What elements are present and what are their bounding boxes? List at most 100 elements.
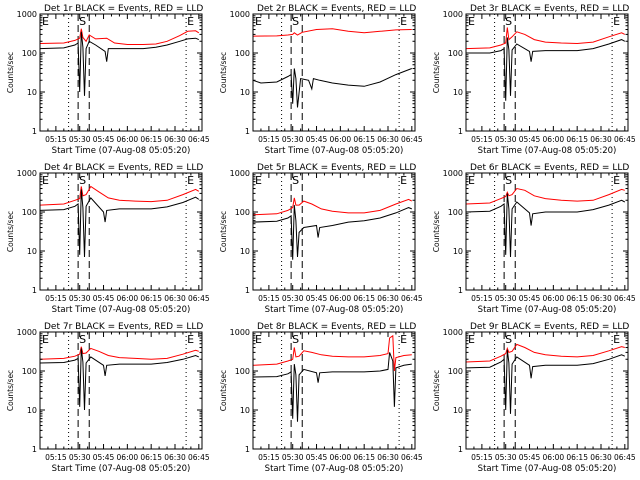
y-tick-label: 100 (22, 49, 37, 58)
marker-s: S (79, 15, 86, 28)
y-tick-label: 1 (32, 286, 37, 295)
y-axis-label: Counts/sec (6, 211, 15, 252)
x-tick-label: 05:30 (69, 135, 91, 144)
marker-e-left: E (255, 15, 262, 28)
plot-frame (39, 331, 203, 450)
y-tick-label: 10 (240, 406, 250, 415)
panel-title: Det 9r BLACK = Events, RED = LLD (470, 322, 629, 332)
x-tick-label: 06:00 (543, 135, 565, 144)
series-lld-red (252, 334, 412, 372)
x-axis-label: Start Time (07-Aug-08 05:05:20) (265, 464, 404, 474)
y-axis-label: Counts/sec (432, 370, 441, 411)
series-events-black (252, 68, 412, 108)
series-lld-red (252, 197, 413, 216)
y-tick-label: 1 (245, 286, 250, 295)
x-tick-label: 06:45 (614, 135, 636, 144)
x-tick-label: 05:30 (282, 135, 304, 144)
y-tick-label: 100 (235, 208, 250, 217)
x-tick-label: 06:30 (590, 135, 612, 144)
marker-e-right: E (400, 333, 407, 346)
x-tick-label: 06:00 (543, 294, 565, 303)
x-tick-label: 06:15 (140, 135, 162, 144)
y-tick-label: 100 (448, 367, 463, 376)
series-lld-red (39, 346, 199, 360)
panel-title: Det 5r BLACK = Events, RED = LLD (257, 163, 416, 173)
series-lld-red (39, 185, 200, 206)
x-tick-label: 06:15 (353, 135, 375, 144)
panel-title: Det 1r BLACK = Events, RED = LLD (44, 4, 203, 14)
marker-e-right: E (400, 15, 407, 28)
y-tick-label: 1 (32, 127, 37, 136)
x-tick-label: 05:30 (495, 294, 517, 303)
series-lld-red (39, 28, 200, 45)
series-events-black (39, 348, 200, 411)
x-tick-label: 06:15 (140, 453, 162, 462)
x-tick-label: 05:30 (495, 135, 517, 144)
x-tick-label: 06:00 (330, 135, 352, 144)
x-tick-label: 06:45 (401, 453, 423, 462)
y-tick-label: 10 (240, 88, 250, 97)
x-axis-label: Start Time (07-Aug-08 05:05:20) (265, 305, 404, 315)
x-tick-label: 05:30 (282, 294, 304, 303)
y-tick-label: 100 (448, 208, 463, 217)
series-events-black (39, 31, 200, 96)
panel-title: Det 7r BLACK = Events, RED = LLD (44, 322, 203, 332)
plot-frame (252, 172, 416, 291)
x-tick-label: 06:30 (164, 135, 186, 144)
marker-s: S (505, 15, 512, 28)
x-tick-label: 06:45 (188, 135, 210, 144)
marker-e-right: E (187, 333, 194, 346)
y-tick-label: 1000 (17, 169, 37, 178)
x-tick-label: 06:00 (543, 453, 565, 462)
marker-e-right: E (613, 15, 620, 28)
x-tick-label: 06:15 (140, 294, 162, 303)
x-tick-label: 06:45 (401, 135, 423, 144)
x-tick-label: 05:15 (45, 453, 67, 462)
x-tick-label: 06:30 (164, 294, 186, 303)
y-tick-label: 1000 (230, 169, 250, 178)
y-tick-label: 1000 (17, 10, 37, 19)
plot-frame (39, 13, 203, 132)
x-tick-label: 06:00 (117, 135, 139, 144)
x-tick-label: 05:45 (519, 453, 541, 462)
plot-frame (465, 172, 629, 291)
series-lld-red (252, 28, 412, 37)
marker-e-left: E (42, 15, 49, 28)
x-tick-label: 06:00 (117, 294, 139, 303)
x-tick-label: 05:45 (93, 453, 115, 462)
y-tick-label: 1 (245, 445, 250, 454)
x-tick-label: 05:15 (258, 135, 280, 144)
y-axis-label: Counts/sec (432, 211, 441, 252)
series-events-black (252, 205, 412, 260)
series-events-black (252, 352, 412, 422)
y-tick-label: 10 (27, 88, 37, 97)
y-tick-label: 1 (458, 445, 463, 454)
x-tick-label: 06:45 (188, 294, 210, 303)
x-tick-label: 06:15 (566, 453, 588, 462)
marker-s: S (505, 333, 512, 346)
marker-e-left: E (468, 333, 475, 346)
x-tick-label: 05:15 (471, 294, 493, 303)
series-lld-red (465, 27, 626, 50)
panel-title: Det 4r BLACK = Events, RED = LLD (44, 163, 203, 173)
x-tick-label: 06:30 (590, 294, 612, 303)
x-tick-label: 06:30 (377, 294, 399, 303)
y-tick-label: 1000 (230, 10, 250, 19)
plot-frame (39, 172, 203, 291)
series-events-black (465, 193, 626, 258)
x-tick-label: 05:15 (258, 453, 280, 462)
x-axis-label: Start Time (07-Aug-08 05:05:20) (478, 305, 617, 315)
y-tick-label: 100 (22, 208, 37, 217)
marker-s: S (79, 174, 86, 187)
plot-frame (252, 13, 416, 132)
plot-frame (465, 331, 629, 450)
x-tick-label: 05:45 (519, 294, 541, 303)
